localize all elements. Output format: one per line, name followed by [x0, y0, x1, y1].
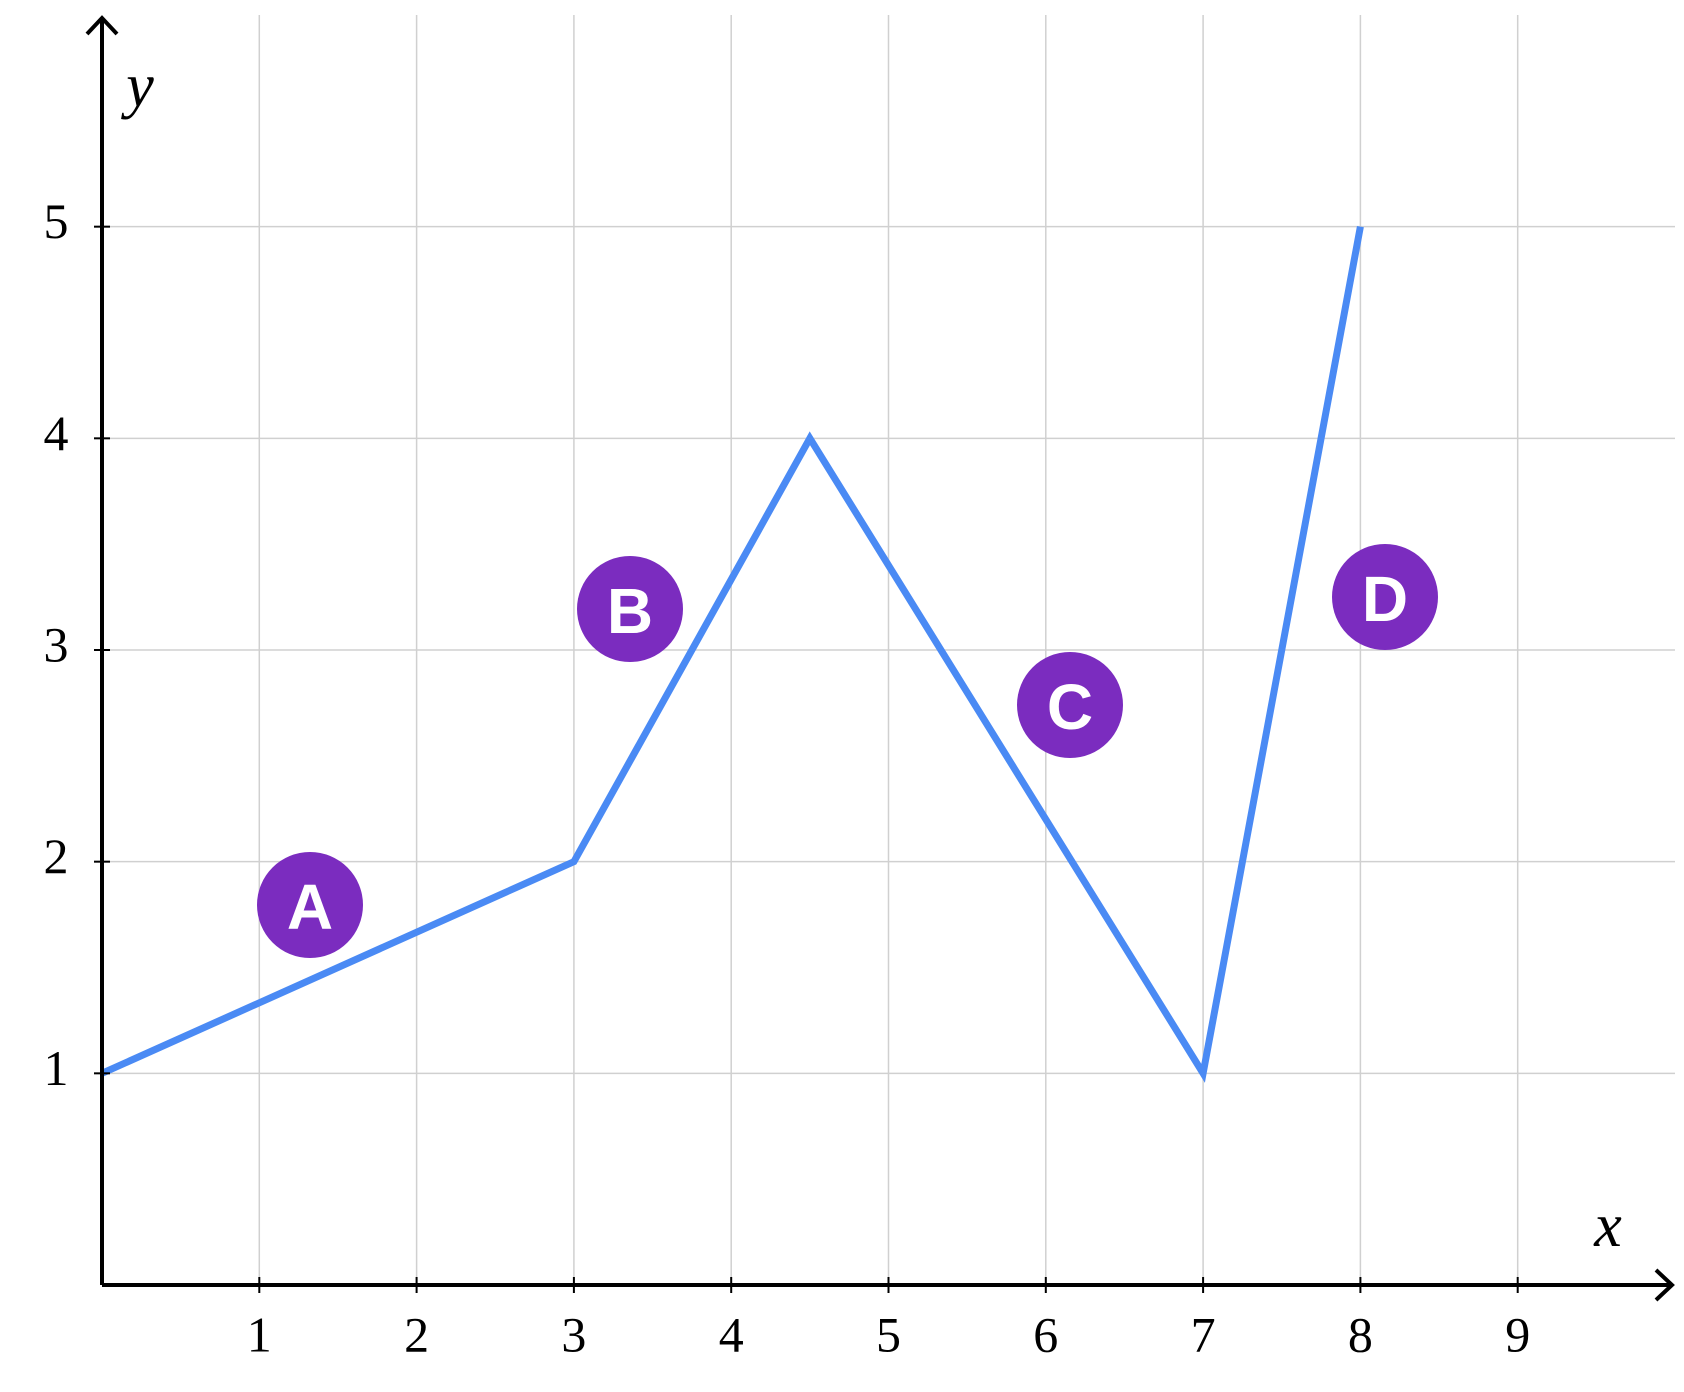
grid — [102, 15, 1675, 1285]
x-tick-label: 5 — [876, 1306, 901, 1362]
line-series — [100, 226, 1364, 1083]
x-tick-label: 6 — [1033, 1306, 1058, 1362]
annotation-label: D — [1362, 563, 1408, 635]
x-tick-label: 2 — [404, 1306, 429, 1362]
x-tick-label: 8 — [1348, 1306, 1373, 1362]
y-tick-label: 5 — [44, 193, 69, 249]
y-tick-label: 4 — [44, 405, 69, 461]
y-axis-title: y — [120, 52, 154, 120]
marks — [100, 226, 1364, 1083]
x-axis-arrow — [1654, 1268, 1675, 1302]
annotation-badge — [1332, 544, 1438, 650]
y-axis-arrow — [85, 15, 119, 36]
annotation-label: A — [287, 871, 333, 943]
x-tick-label: 3 — [561, 1306, 586, 1362]
annotation-badge — [257, 852, 363, 958]
y-tick-label: 1 — [44, 1040, 69, 1096]
annotation-label: C — [1047, 671, 1093, 743]
x-tick-label: 1 — [247, 1306, 272, 1362]
x-tick-label: 7 — [1191, 1306, 1216, 1362]
x-tick-label: 9 — [1505, 1306, 1530, 1362]
annotation-badge — [577, 556, 683, 662]
x-tick-label: 4 — [719, 1306, 744, 1362]
x-axis-title: x — [1593, 1192, 1622, 1260]
annotation-label: B — [607, 575, 653, 647]
annotation-badge — [1017, 652, 1123, 758]
y-tick-label: 2 — [44, 828, 69, 884]
y-tick-label: 3 — [44, 616, 69, 672]
